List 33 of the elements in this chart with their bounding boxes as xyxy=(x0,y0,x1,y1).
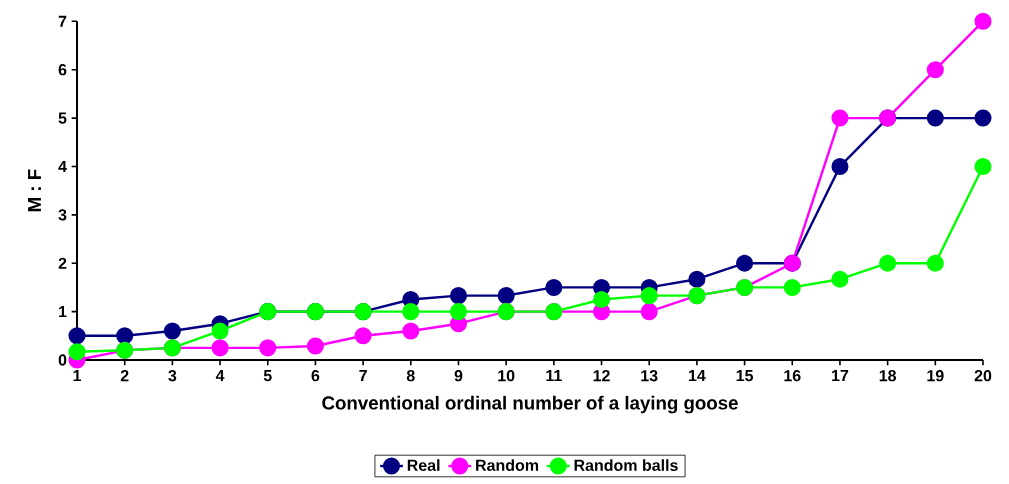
x-tick-label: 14 xyxy=(689,370,706,382)
x-tick-label: 20 xyxy=(974,370,992,382)
y-axis-title: M : F xyxy=(28,169,41,212)
y-tick-label: 1 xyxy=(59,306,67,318)
x-tick-label: 1 xyxy=(73,370,82,382)
x-tick-label: 15 xyxy=(736,370,754,382)
y-tick-label: 4 xyxy=(58,160,67,172)
x-axis-title: Conventional ordinal number of a laying goose xyxy=(322,395,738,414)
x-tick-label: 3 xyxy=(168,370,177,382)
x-tick-label: 9 xyxy=(454,370,463,382)
y-tick-label: 2 xyxy=(58,257,67,269)
x-tick-label: 13 xyxy=(641,370,658,382)
y-tick-label: 7 xyxy=(58,15,67,27)
y-tick-label: 3 xyxy=(58,209,67,221)
x-tick-label: 5 xyxy=(263,370,272,382)
y-tick-label: 6 xyxy=(58,64,67,76)
x-tick-label: 6 xyxy=(311,370,320,382)
x-tick-label: 17 xyxy=(832,370,849,382)
x-tick-label: 10 xyxy=(498,370,515,382)
legend-label: Real xyxy=(407,459,440,471)
y-tick-label: 5 xyxy=(58,112,67,124)
legend-label: Random xyxy=(476,459,539,471)
x-tick-label: 7 xyxy=(359,370,367,382)
y-tick-label: 0 xyxy=(58,354,67,366)
x-tick-label: 11 xyxy=(546,370,562,382)
x-tick-label: 18 xyxy=(879,370,897,382)
x-tick-label: 2 xyxy=(120,370,129,382)
x-tick-label: 16 xyxy=(784,370,801,382)
x-tick-label: 12 xyxy=(593,370,610,382)
x-tick-label: 8 xyxy=(406,370,415,382)
x-tick-label: 4 xyxy=(215,370,225,382)
legend-label: Random balls xyxy=(574,459,678,471)
x-tick-label: 19 xyxy=(927,370,944,382)
